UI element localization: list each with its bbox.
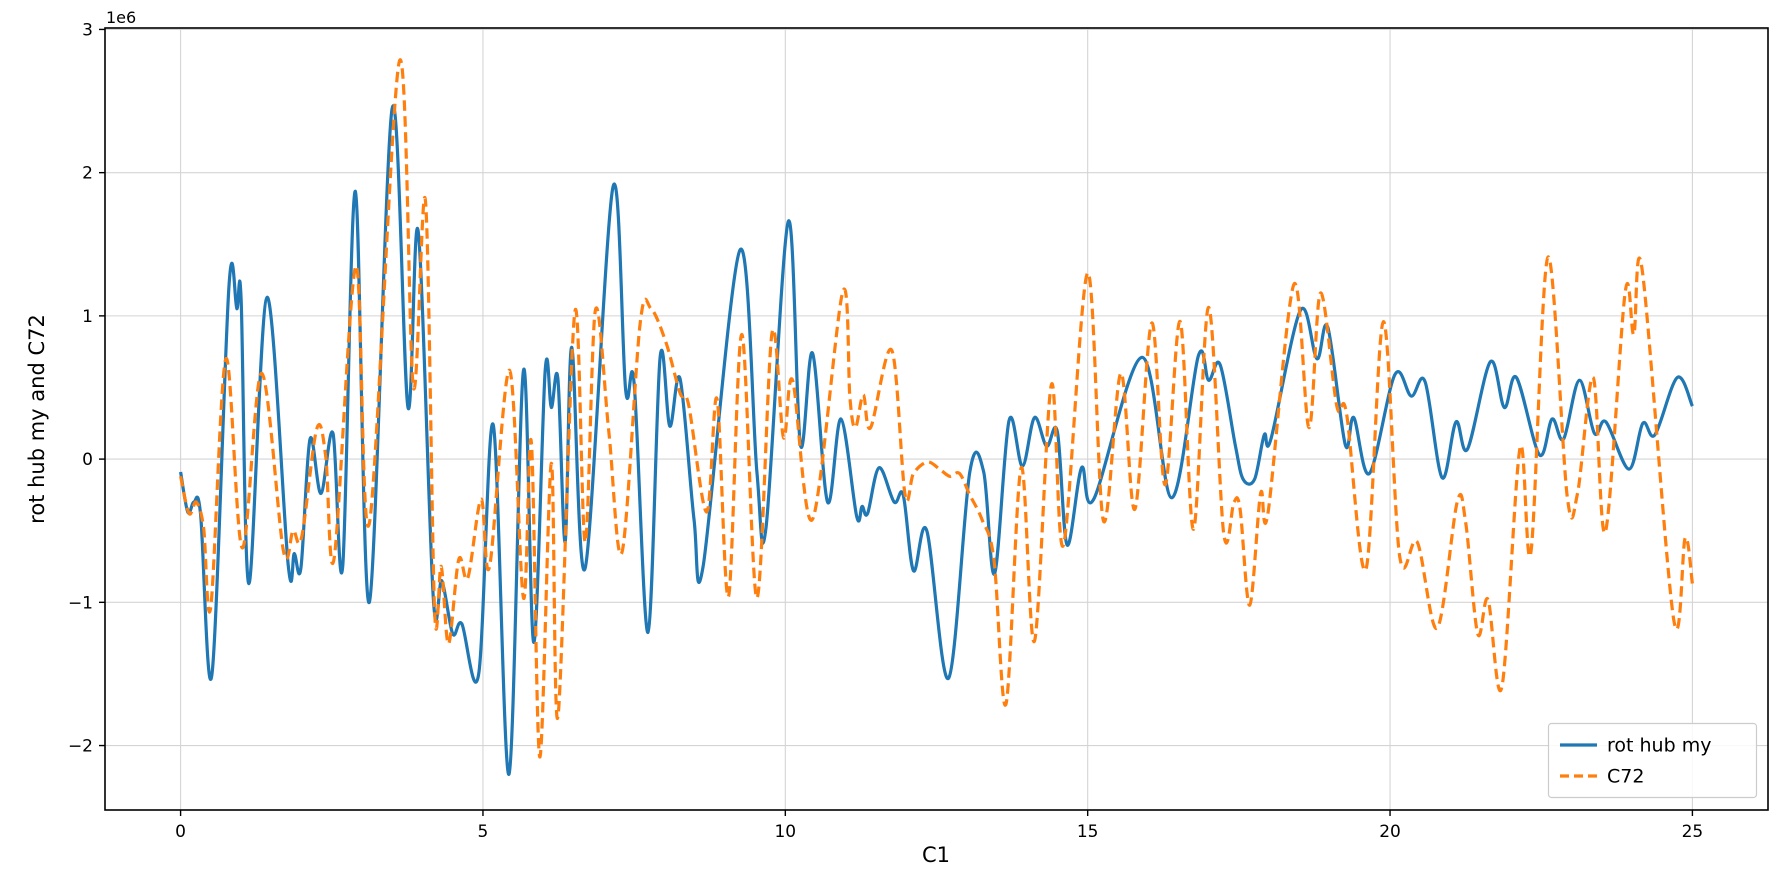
legend-label-rot-hub-my: rot hub my bbox=[1607, 735, 1711, 757]
series-line-rot-hub-my bbox=[179, 104, 1694, 776]
y-axis-offset-label: 1e6 bbox=[106, 8, 136, 27]
series-line-c72 bbox=[179, 58, 1694, 759]
legend-box bbox=[1547, 722, 1758, 799]
plot-border bbox=[104, 27, 1769, 811]
x-tick-label: 15 bbox=[1077, 822, 1099, 842]
legend-label-c72: C72 bbox=[1607, 766, 1644, 788]
y-tick-label: 2 bbox=[82, 164, 93, 184]
x-tick-label: 0 bbox=[175, 822, 186, 842]
y-tick-label: 1 bbox=[82, 307, 93, 327]
y-tick-label: −2 bbox=[68, 737, 93, 757]
y-axis-label: rot hub my and C72 bbox=[25, 314, 49, 524]
legend: rot hub my C72 bbox=[1547, 722, 1758, 799]
x-tick-label: 5 bbox=[478, 822, 489, 842]
y-tick-label: −1 bbox=[68, 593, 93, 613]
axes-spines bbox=[104, 27, 1769, 811]
x-tick-label: 20 bbox=[1379, 822, 1401, 842]
tick-layer: 0 5 10 15 20 25 −2 −1 0 1 2 3 bbox=[68, 20, 1703, 842]
series-layer bbox=[179, 58, 1694, 776]
x-axis-label: C1 bbox=[922, 843, 950, 867]
x-tick-label: 10 bbox=[774, 822, 796, 842]
grid-layer bbox=[105, 28, 1768, 810]
y-tick-label: 0 bbox=[82, 450, 93, 470]
x-tick-label: 25 bbox=[1682, 822, 1704, 842]
y-tick-label: 3 bbox=[82, 20, 93, 40]
